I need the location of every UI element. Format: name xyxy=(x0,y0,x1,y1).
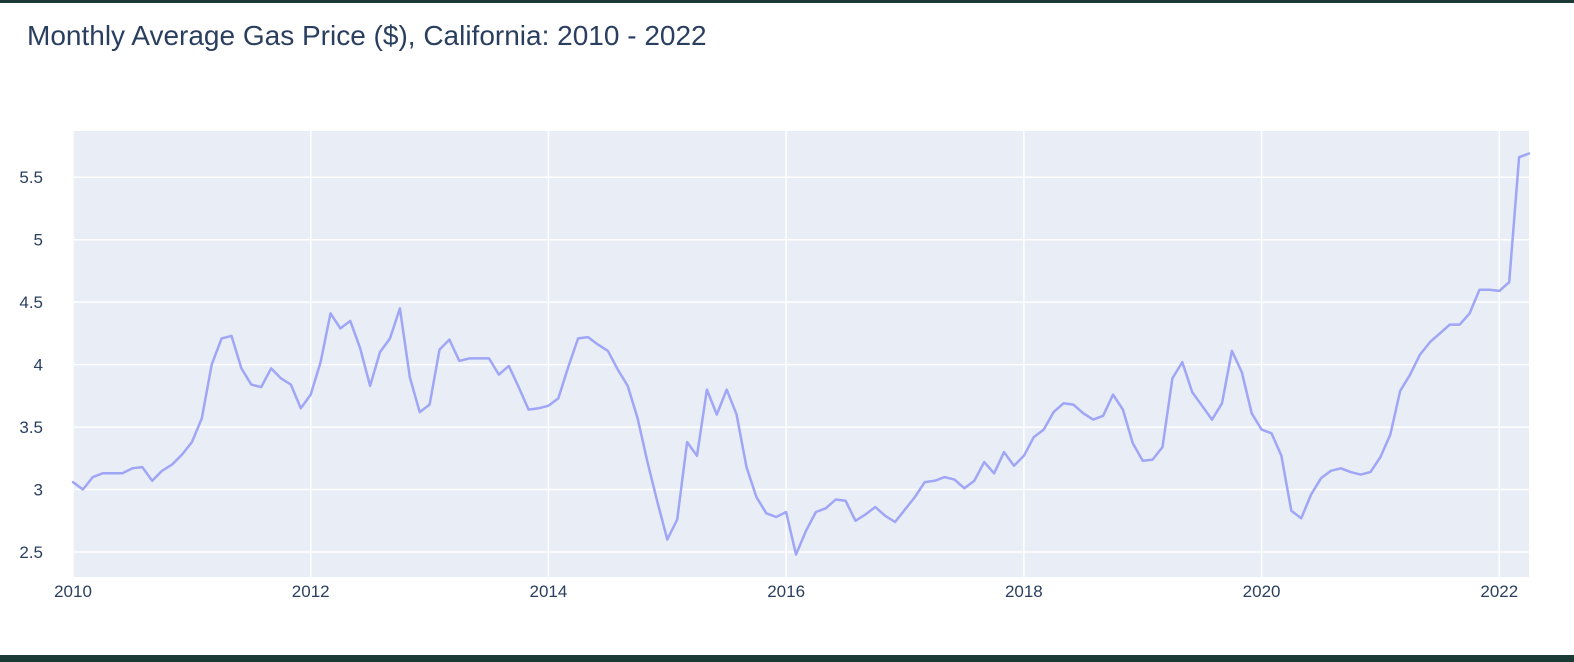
x-tick-label-2016: 2016 xyxy=(767,582,805,601)
y-tick-label-5: 5 xyxy=(34,231,43,250)
x-tick-label-2022: 2022 xyxy=(1480,582,1518,601)
chart-title: Monthly Average Gas Price ($), Californi… xyxy=(27,20,707,51)
x-tick-label-2010: 2010 xyxy=(54,582,92,601)
x-tick-label-2014: 2014 xyxy=(530,582,568,601)
series-line-0 xyxy=(71,152,1531,556)
y-tick-label-4: 4 xyxy=(34,356,43,375)
x-gridlines xyxy=(72,131,1501,577)
y-tick-label-2.5: 2.5 xyxy=(19,543,43,562)
y-tick-label-4.5: 4.5 xyxy=(19,293,43,312)
x-tick-label-2012: 2012 xyxy=(292,582,330,601)
plot-area xyxy=(73,131,1529,577)
x-axis-tick-labels: 2010 2012 2014 2016 2018 2020 2022 xyxy=(54,582,1518,601)
y-tick-label-5.5: 5.5 xyxy=(19,168,43,187)
y-axis-tick-labels: 2.5 3 3.5 4 4.5 5 5.5 xyxy=(19,168,43,562)
y-tick-label-3.5: 3.5 xyxy=(19,418,43,437)
x-tick-label-2018: 2018 xyxy=(1005,582,1043,601)
y-tick-label-3: 3 xyxy=(34,481,43,500)
series-layer xyxy=(71,152,1531,556)
x-tick-label-2020: 2020 xyxy=(1243,582,1281,601)
